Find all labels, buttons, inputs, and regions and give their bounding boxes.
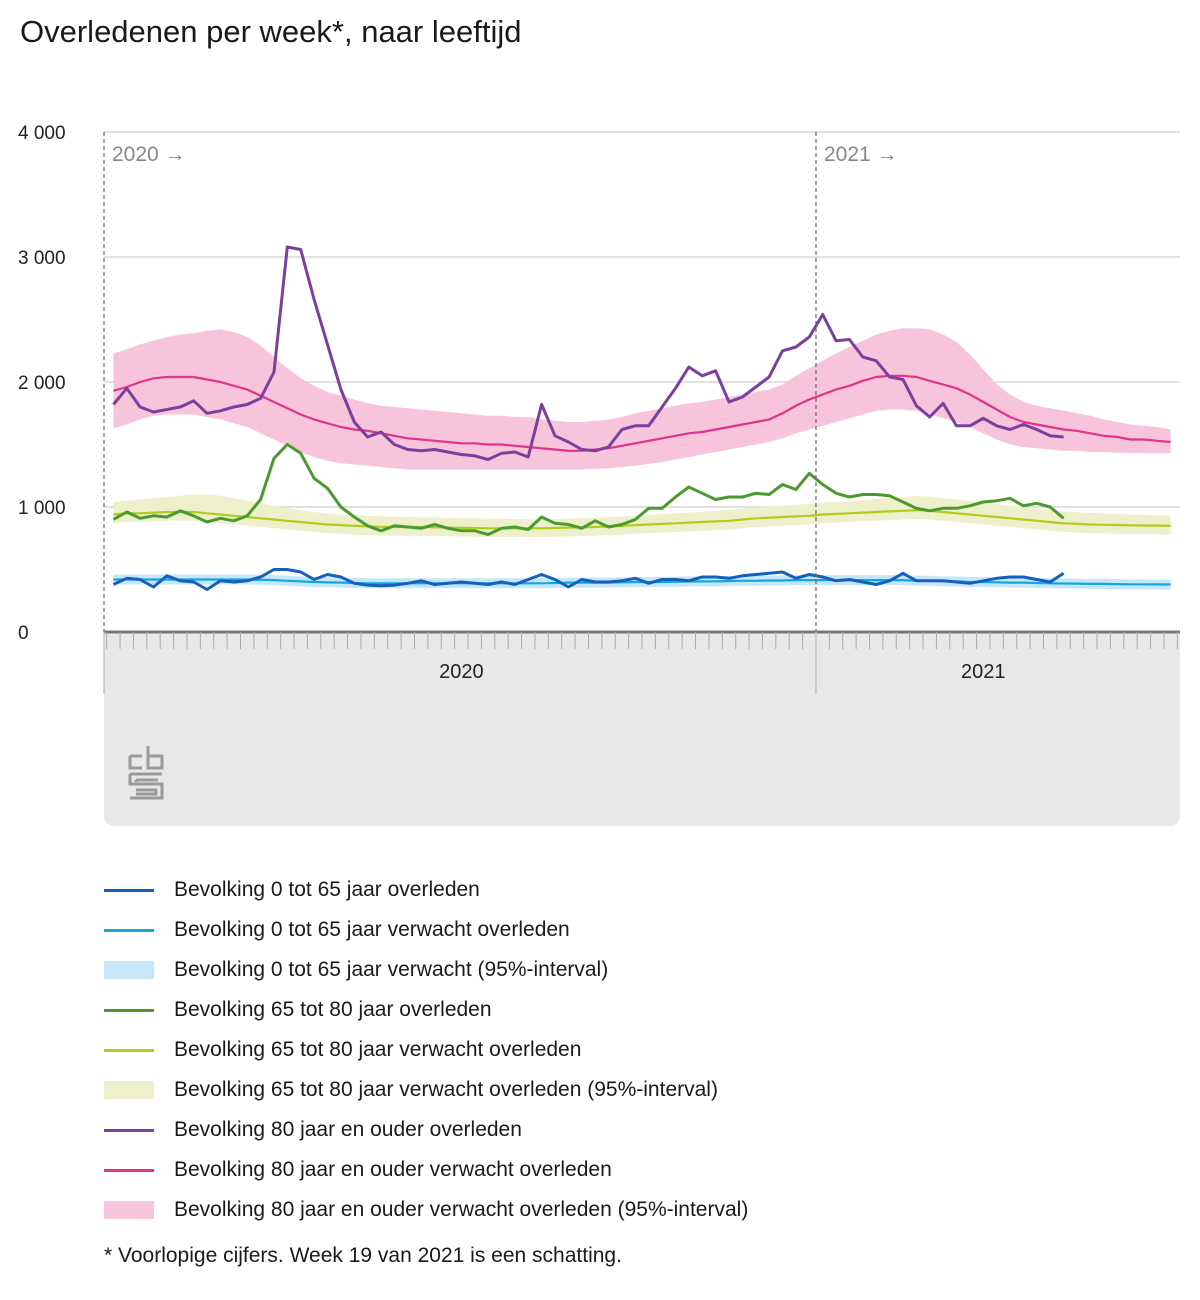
y-tick-label: 2 000 xyxy=(18,373,66,394)
legend-swatch xyxy=(104,1168,154,1172)
series-lines xyxy=(112,245,1171,591)
y-tick-label: 3 000 xyxy=(18,248,66,269)
series-bevolking-65-tot-80-jaar-verwacht-overleden xyxy=(113,509,1171,530)
x-axis-year-label: 2020 xyxy=(439,661,484,683)
legend-swatch xyxy=(104,1008,154,1012)
year-marker-label: 2021 → xyxy=(824,143,898,166)
year-markers: 2020 → 2021 → xyxy=(103,132,898,632)
chart-title: Overledenen per week*, naar leeftijd xyxy=(20,14,522,49)
legend-item: Bevolking 80 jaar en ouder verwacht over… xyxy=(104,1150,748,1190)
legend-item: Bevolking 0 tot 65 jaar verwacht (95%-in… xyxy=(104,950,748,990)
legend-swatch xyxy=(104,1048,154,1052)
year-marker-label: 2020 → xyxy=(112,143,186,166)
band-bevolking-80-jaar-en-ouder-verwacht-overleden-95-interval xyxy=(113,328,1171,470)
legend-label: Bevolking 80 jaar en ouder verwacht over… xyxy=(174,1158,612,1181)
interval-bands xyxy=(113,328,1171,590)
series-bevolking-65-tot-80-jaar-overleden xyxy=(112,443,1065,536)
cbs-logo-icon xyxy=(128,746,164,800)
legend-label: Bevolking 0 tot 65 jaar verwacht (95%-in… xyxy=(174,958,609,981)
legend-item: Bevolking 80 jaar en ouder verwacht over… xyxy=(104,1190,748,1230)
legend-item: Bevolking 65 tot 80 jaar verwacht overle… xyxy=(104,1030,748,1070)
legend-label: Bevolking 65 tot 80 jaar verwacht overle… xyxy=(174,1038,582,1061)
y-tick-label: 1 000 xyxy=(18,498,66,519)
legend-item: Bevolking 80 jaar en ouder overleden xyxy=(104,1110,748,1150)
legend-swatch xyxy=(104,1128,154,1132)
legend-swatch xyxy=(104,888,154,892)
y-tick-label: 0 xyxy=(18,623,29,644)
y-tick-label: 4 000 xyxy=(18,123,66,144)
legend-label: Bevolking 65 tot 80 jaar verwacht overle… xyxy=(174,1078,718,1101)
x-axis: 2020 2021 xyxy=(103,630,1180,694)
legend-label: Bevolking 80 jaar en ouder overleden xyxy=(174,1118,522,1141)
legend-label: Bevolking 0 tot 65 jaar verwacht overled… xyxy=(174,918,570,941)
legend-swatch xyxy=(104,1081,154,1099)
x-axis-year-label: 2021 xyxy=(961,661,1006,683)
legend-item: Bevolking 65 tot 80 jaar verwacht overle… xyxy=(104,1070,748,1110)
legend-item: Bevolking 0 tot 65 jaar overleden xyxy=(104,870,748,910)
y-axis: 0 1 000 2 000 3 000 4 000 xyxy=(18,123,66,644)
legend-item: Bevolking 0 tot 65 jaar verwacht overled… xyxy=(104,910,748,950)
legend-label: Bevolking 80 jaar en ouder verwacht over… xyxy=(174,1198,749,1221)
legend-swatch xyxy=(104,1201,154,1219)
series-bevolking-80-jaar-en-ouder-overleden xyxy=(112,245,1064,461)
legend-label: Bevolking 0 tot 65 jaar overleden xyxy=(174,878,480,901)
legend-label: Bevolking 65 tot 80 jaar overleden xyxy=(174,998,492,1021)
xaxis-panel xyxy=(104,632,1180,826)
legend-swatch xyxy=(104,928,154,932)
footnote: * Voorlopige cijfers. Week 19 van 2021 i… xyxy=(104,1244,622,1267)
legend-item: Bevolking 65 tot 80 jaar overleden xyxy=(104,990,748,1030)
series-bevolking-0-tot-65-jaar-overleden xyxy=(112,568,1065,591)
legend: Bevolking 0 tot 65 jaar overleden Bevolki… xyxy=(104,870,748,1230)
legend-swatch xyxy=(104,961,154,979)
series-bevolking-80-jaar-en-ouder-verwacht-overleden xyxy=(113,374,1171,452)
